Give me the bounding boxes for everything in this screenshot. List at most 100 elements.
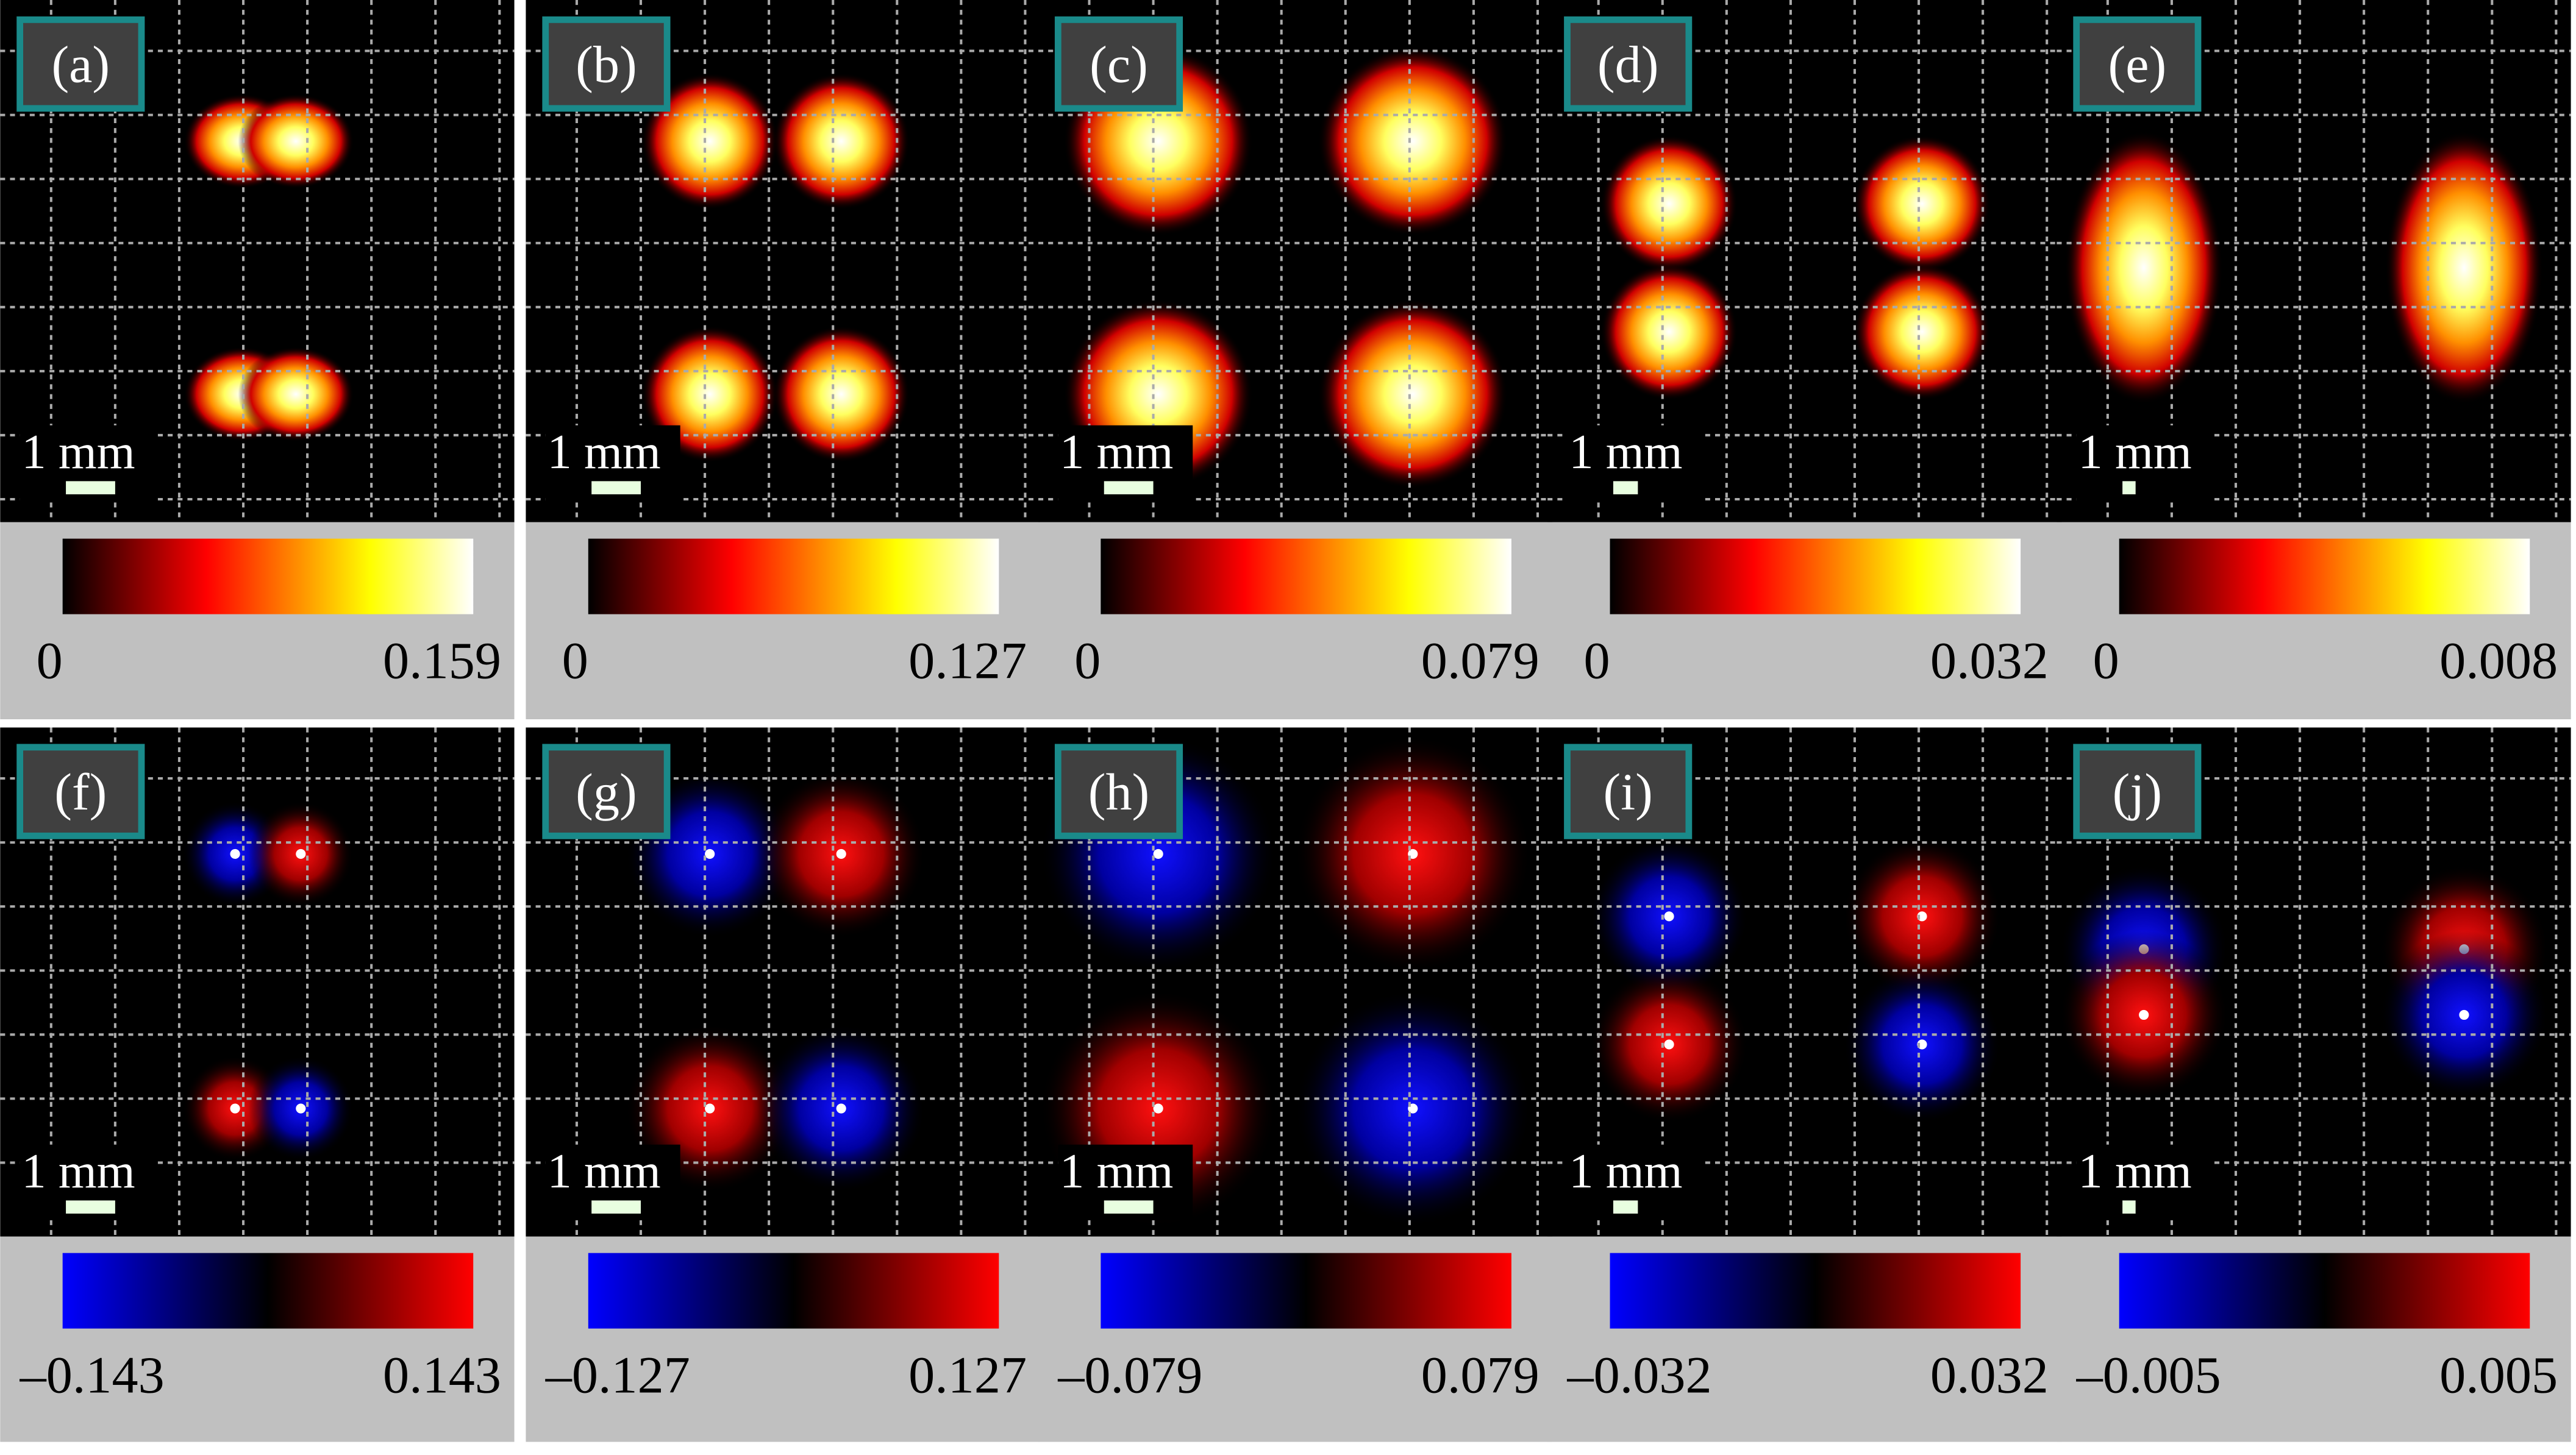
panel-label: (c) [1090,35,1148,94]
colorbar-max: 0.032 [1930,1346,2049,1404]
label-box [1564,744,1693,839]
center-dot [296,1103,306,1114]
colorbar-min: –0.143 [20,1346,165,1404]
intensity-spot [1318,46,1508,236]
colorbar-min: –0.032 [1567,1346,1712,1404]
center-dot [836,1103,846,1114]
colorbar [588,1253,999,1329]
panel: (j) 1 mm –0.005 0.005 [2057,727,2571,1442]
center-dot [836,848,846,859]
colorbar-min: –0.005 [2076,1346,2221,1404]
panel: (e) 1 mm 0 0.008 [2057,0,2571,720]
intensity-spot [772,73,910,210]
scale-bar [66,1200,115,1214]
center-dot [1664,1039,1674,1050]
colorbar-min: 0 [2093,631,2119,690]
scale-label-bg [2076,425,2211,501]
colorbar [1101,1253,1511,1329]
label-box [542,744,671,839]
colorbar [1610,1253,2021,1329]
panel-label: (g) [576,763,637,821]
scale-label: 1 mm [1569,425,1682,479]
scale-bar [1613,481,1638,494]
scale-bar [591,1200,641,1214]
colorbar [2119,538,2530,614]
scale-bar [1104,481,1154,494]
colorbar-min: 0 [1583,631,1610,690]
label-box [1054,16,1183,112]
colorbar-min: –0.079 [1057,1346,1202,1404]
scale-label: 1 mm [547,1144,660,1198]
center-dot [1664,911,1674,922]
center-dot [1153,848,1163,859]
panel: (d) 1 mm 0 0.032 [1547,0,2062,720]
center-dot [230,1103,240,1114]
intensity-spot [772,326,910,463]
intensity-spot [1854,135,1991,272]
panel-label: (d) [1597,35,1659,94]
panel-label: (a) [51,35,110,94]
colorbar [588,538,999,614]
scale-label: 1 mm [1060,425,1173,479]
colorbar-max: 0.127 [908,1346,1027,1404]
panel: (i) 1 mm –0.032 0.032 [1547,727,2062,1442]
label-box [1564,16,1693,112]
label-box [542,16,671,112]
label-box [1054,744,1183,839]
scale-bar [2122,1200,2136,1214]
panel-label: (i) [1603,763,1652,821]
colorbar-max: 0.079 [1421,631,1540,690]
colorbar-max: 0.143 [383,1346,501,1404]
colorbar-min: 0 [37,631,63,690]
scale-label: 1 mm [21,425,135,479]
intensity-spot [1318,299,1508,489]
intensity-spot [2385,130,2543,405]
intensity-spot [1854,263,1991,400]
label-box [16,744,145,839]
panel-label: (j) [2113,763,2162,821]
scale-label-bg [2076,1144,2211,1220]
intensity-spot [238,94,354,189]
panel: (b) 1 mm 0 0.127 [526,0,1040,720]
scale-label: 1 mm [2078,425,2191,479]
scale-bar [2122,481,2136,494]
colorbar-max: 0.008 [2439,631,2558,690]
scale-bar [66,481,115,494]
colorbar [62,1253,474,1329]
panel: (f) 1 mm –0.143 0.143 [0,727,515,1442]
colorbar [1610,538,2021,614]
intensity-spot [641,73,779,210]
scale-bar [1613,1200,1638,1214]
center-dot [705,1103,715,1114]
intensity-spot [238,347,354,442]
colorbar-min: 0 [1074,631,1101,690]
panel-label: (e) [2108,35,2167,94]
panel: (a) 1 mm 0 0.159 [0,0,515,720]
label-box [16,16,145,112]
panel: (h) 1 mm –0.079 0.079 [1038,727,1553,1442]
colorbar-max: 0.159 [383,631,501,690]
center-dot [230,848,240,859]
center-dot [296,848,306,859]
scale-bar [1104,1200,1154,1214]
scale-label: 1 mm [547,425,660,479]
colorbar-max: 0.127 [908,631,1027,690]
colorbar-min: –0.127 [545,1346,690,1404]
label-box [2073,744,2202,839]
colorbar [62,538,474,614]
colorbar [1101,538,1511,614]
scale-bar [591,481,641,494]
label-box [2073,16,2202,112]
colorbar [2119,1253,2530,1329]
center-dot [2139,1009,2149,1020]
colorbar-min: 0 [562,631,588,690]
scale-label: 1 mm [2078,1144,2191,1198]
panel-label: (b) [576,35,637,94]
scale-label: 1 mm [1569,1144,1682,1198]
colorbar-max: 0.032 [1930,631,2049,690]
center-dot [1153,1103,1163,1114]
intensity-spot [1600,263,1738,400]
panel-label: (h) [1088,763,1150,821]
panel: (g) 1 mm –0.127 0.127 [526,727,1040,1442]
